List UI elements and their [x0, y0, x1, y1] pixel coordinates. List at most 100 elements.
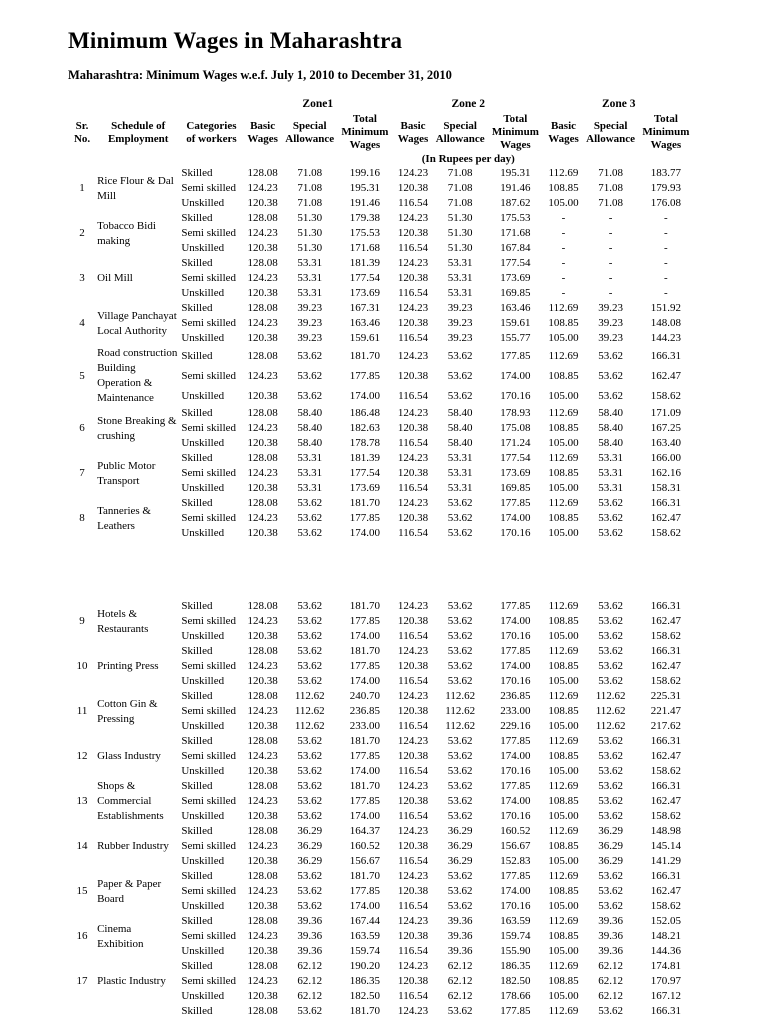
wage-value-cell: 162.47	[650, 750, 681, 762]
zone-header-row: Zone1 Zone 2 Zone 3	[68, 98, 694, 113]
wage-value-cell: 174.81	[650, 960, 681, 972]
wage-value-cell: 53.62	[297, 527, 323, 539]
worker-category-cell: Skilled	[181, 212, 213, 224]
wage-value-cell: 120.38	[247, 810, 278, 822]
worker-category-cell: Unskilled	[181, 675, 225, 687]
wage-value-cell: 53.62	[447, 765, 473, 777]
wage-value-cell: 171.68	[500, 227, 531, 239]
wage-value-cell: 53.62	[447, 497, 473, 509]
wage-value-cell: 177.54	[349, 467, 381, 479]
wage-value-cell: -	[561, 242, 566, 254]
worker-category-cell: Semi skilled	[181, 885, 237, 897]
wage-value-cell: -	[608, 242, 613, 254]
wage-value-cell: 62.12	[447, 975, 473, 987]
wage-value-cell: 105.00	[548, 630, 579, 642]
wage-value-cell: 152.83	[500, 855, 531, 867]
wage-row: Semi skilled 124.23 53.62 177.85 120.38 53.62…	[68, 659, 694, 674]
wage-value-cell: 120.38	[397, 705, 429, 717]
wage-value-cell: 124.23	[247, 272, 278, 284]
wage-row: Semi skilled 124.23 53.31 177.54 120.38 53.31…	[68, 466, 694, 481]
wage-value-cell: 53.31	[297, 452, 323, 464]
wage-value-cell: 181.70	[349, 780, 381, 792]
wage-value-cell: 128.08	[247, 735, 278, 747]
wage-value-cell: 120.38	[247, 990, 278, 1002]
wage-value-cell: 108.85	[548, 467, 579, 479]
wage-value-cell: 170.16	[500, 810, 531, 822]
wage-value-cell: 163.46	[500, 302, 531, 314]
wage-value-cell: 181.70	[349, 1005, 381, 1017]
wage-value-cell: 166.31	[650, 349, 681, 362]
wage-value-cell: 163.46	[349, 317, 381, 329]
wage-value-cell: 58.40	[447, 437, 473, 449]
wage-row: Unskilled 120.38 53.62 174.00 116.54 53.62 170…	[68, 674, 694, 689]
wage-value-cell: 175.53	[349, 227, 381, 239]
worker-category-cell: Unskilled	[181, 527, 225, 539]
wage-value-cell: 120.38	[397, 930, 429, 942]
wage-value-cell: 128.08	[247, 915, 278, 927]
wage-value-cell: 53.62	[447, 630, 473, 642]
sr-no-cell: 4	[79, 317, 85, 329]
wage-value-cell: 177.85	[500, 645, 531, 657]
wage-value-cell: 53.62	[598, 735, 623, 747]
sr-no-cell: 14	[76, 840, 88, 852]
wage-value-cell: 53.62	[598, 349, 623, 362]
wage-value-cell: 53.62	[598, 780, 623, 792]
wage-value-cell: 163.59	[349, 930, 381, 942]
wage-value-cell: 124.23	[397, 780, 429, 792]
employment-name-cell: Oil Mill	[97, 272, 133, 284]
wage-row: Unskilled 120.38 62.12 182.50 116.54 62.12 178…	[68, 989, 694, 1004]
wage-value-cell: 124.23	[397, 257, 429, 269]
wage-row: 10 Printing Press Skilled 128.08 53.62 181.70…	[68, 644, 694, 672]
zone-header-spacer	[68, 98, 243, 113]
wage-value-cell: 53.62	[297, 885, 323, 897]
wage-row: 14 Rubber Industry Skilled 128.08 36.29 164.3…	[68, 824, 694, 852]
wage-value-cell: 53.62	[447, 512, 473, 524]
wage-value-cell: 156.67	[500, 840, 531, 852]
wage-value-cell: 112.62	[294, 720, 325, 732]
wage-value-cell: 53.62	[297, 795, 323, 807]
wage-value-cell: 108.85	[548, 512, 579, 524]
wage-value-cell: 39.23	[598, 317, 623, 329]
wage-value-cell: 112.62	[294, 690, 325, 702]
wage-value-cell: 39.36	[297, 930, 323, 942]
wage-value-cell: 173.69	[500, 272, 531, 284]
wage-value-cell: 53.62	[598, 795, 623, 807]
wage-value-cell: 116.54	[398, 900, 428, 912]
wage-value-cell: 120.38	[247, 720, 278, 732]
wage-value-cell: 124.23	[247, 750, 278, 762]
wage-value-cell: 171.68	[349, 242, 381, 254]
worker-category-cell: Semi skilled	[181, 512, 237, 524]
wage-value-cell: 177.85	[500, 1005, 531, 1017]
wage-value-cell: 174.00	[500, 885, 531, 897]
wage-value-cell: 120.38	[247, 482, 278, 494]
wage-value-cell: 158.62	[650, 389, 681, 402]
sr-no-cell: 9	[79, 615, 85, 627]
wage-value-cell: 225.31	[650, 690, 681, 702]
wage-value-cell: 120.38	[397, 467, 429, 479]
wage-value-cell: 105.00	[548, 765, 579, 777]
wage-value-cell: 39.23	[447, 332, 473, 344]
wage-value-cell: 124.23	[397, 735, 429, 747]
table-header: Zone1 Zone 2 Zone 3 Sr. No. Schedule of …	[68, 98, 694, 166]
wage-value-cell: 152.05	[650, 915, 681, 927]
wage-value-cell: 166.31	[650, 645, 681, 657]
wage-value-cell: 53.31	[447, 467, 473, 479]
wage-value-cell: 105.00	[548, 900, 579, 912]
wage-row: 1 Rice Flour & Dal Mill Skilled 128.08 71.08…	[68, 166, 694, 202]
wage-value-cell: 53.62	[297, 497, 323, 509]
employment-name-cell: Rice Flour & Dal Mill	[97, 174, 174, 202]
wage-value-cell: 177.85	[349, 369, 381, 382]
wage-value-cell: 174.00	[500, 660, 531, 672]
wage-value-cell: 175.53	[500, 212, 531, 224]
wage-value-cell: 128.08	[247, 257, 278, 269]
wage-value-cell: 36.29	[447, 825, 473, 837]
wage-value-cell: 128.08	[247, 780, 278, 792]
employment-name-cell: Village Panchayat Local Authority	[97, 309, 177, 337]
wage-value-cell: 124.23	[247, 615, 278, 627]
wage-value-cell: 128.08	[247, 302, 278, 314]
wage-value-cell: 120.38	[397, 422, 429, 434]
wage-value-cell: 112.69	[548, 302, 579, 314]
wage-value-cell: 108.85	[548, 615, 579, 627]
wage-value-cell: 174.00	[500, 615, 531, 627]
wage-value-cell: 53.62	[297, 600, 323, 612]
